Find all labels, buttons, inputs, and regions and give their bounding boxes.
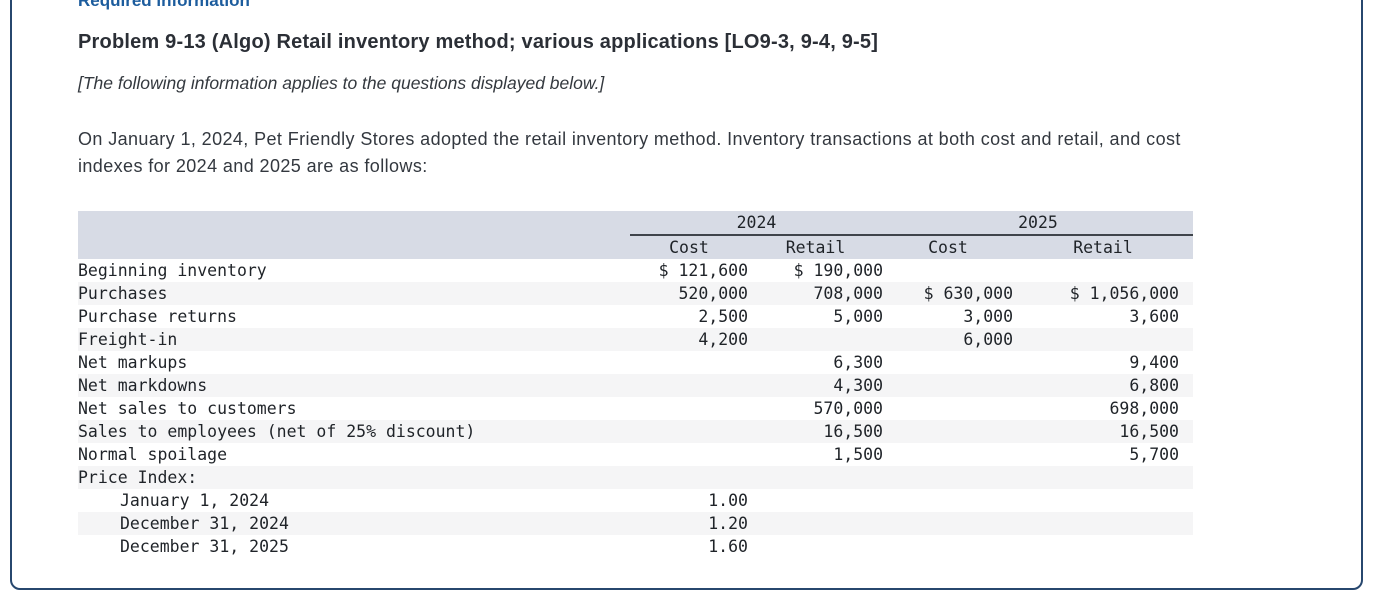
row-value	[883, 535, 1013, 558]
row-value: 6,000	[883, 328, 1013, 351]
row-label: Price Index:	[78, 466, 630, 489]
row-value: 5,700	[1129, 445, 1179, 464]
row-label: December 31, 2024	[78, 512, 630, 535]
row-value: 4,300	[748, 374, 883, 397]
table-row: Net markups 6,300 9,400	[78, 351, 1193, 374]
row-label: Net markups	[78, 353, 188, 372]
table-row: Purchase returns 2,500 5,000 3,000 3,600	[78, 305, 1193, 328]
row-value	[883, 351, 1013, 374]
row-value	[1013, 489, 1193, 512]
row-value	[883, 443, 1013, 466]
table-row: Net markdowns 4,300 6,800	[78, 374, 1193, 397]
row-value	[883, 420, 1013, 443]
table-row: Beginning inventory $ 121,600 $ 190,000	[78, 259, 1193, 282]
row-label: Normal spoilage	[78, 445, 228, 464]
row-value	[630, 374, 748, 397]
col-header-retail-2025: Retail	[1013, 235, 1193, 259]
row-value: 698,000	[1109, 399, 1179, 418]
card-content: Required information Problem 9-13 (Algo)…	[12, 0, 1361, 558]
row-value: $ 121,600	[658, 261, 748, 280]
row-label: January 1, 2024	[120, 491, 270, 510]
row-value	[1013, 466, 1193, 489]
row-value: 9,400	[1129, 353, 1179, 372]
row-value: 708,000	[748, 282, 883, 305]
row-value: 5,000	[833, 307, 883, 326]
row-value: 16,500	[1013, 420, 1193, 443]
row-value: 3,600	[1129, 307, 1179, 326]
row-value: 1,500	[833, 445, 883, 464]
row-value: 6,300	[833, 353, 883, 372]
table-row: Freight-in 4,200 6,000	[78, 328, 1193, 351]
applies-note: [The following information applies to th…	[78, 73, 605, 93]
col-header-retail-2024: Retail	[748, 235, 883, 259]
row-value: $ 190,000	[793, 261, 883, 280]
row-value: 3,000	[963, 307, 1013, 326]
table-row: Sales to employees (net of 25% discount)…	[78, 420, 1193, 443]
row-value	[883, 489, 1013, 512]
inventory-table: 2024 2025 Cost Retail Cost Retail Beginn…	[78, 211, 1193, 558]
row-value: 1.00	[708, 491, 748, 510]
required-information-label: Required information	[78, 0, 250, 10]
row-value	[748, 466, 883, 489]
year-header-2024: 2024	[630, 211, 883, 236]
sub-header-row: Cost Retail Cost Retail	[78, 235, 1193, 259]
row-value: 570,000	[813, 399, 883, 418]
table-row: December 31, 2025 1.60	[78, 535, 1193, 558]
row-label: December 31, 2025	[120, 537, 289, 556]
row-label: Purchases	[78, 282, 630, 305]
row-value	[883, 397, 1013, 420]
table-row: Price Index:	[78, 466, 1193, 489]
row-value: 4,200	[630, 328, 748, 351]
row-value	[630, 443, 748, 466]
row-value	[630, 397, 748, 420]
year-header-2025: 2025	[883, 211, 1193, 236]
row-value	[630, 466, 748, 489]
problem-info-card: Required information Problem 9-13 (Algo)…	[10, 0, 1363, 590]
table-corner-spacer	[78, 211, 630, 235]
table-row: Purchases 520,000 708,000 $ 630,000 $ 1,…	[78, 282, 1193, 305]
intro-paragraph: On January 1, 2024, Pet Friendly Stores …	[78, 129, 1181, 176]
row-value: $ 630,000	[883, 282, 1013, 305]
row-label: Net markdowns	[78, 374, 630, 397]
row-value: $ 1,056,000	[1013, 282, 1193, 305]
row-value: 1.60	[708, 537, 748, 556]
inventory-table-body: Beginning inventory $ 121,600 $ 190,000 …	[78, 259, 1193, 558]
row-label: Beginning inventory	[78, 261, 267, 280]
row-value: 6,800	[1013, 374, 1193, 397]
row-value	[883, 512, 1013, 535]
row-value	[748, 328, 883, 351]
row-value	[883, 466, 1013, 489]
row-value	[883, 374, 1013, 397]
row-value	[1013, 512, 1193, 535]
row-value	[1013, 535, 1193, 558]
row-value	[630, 351, 748, 374]
row-value: 1.20	[630, 512, 748, 535]
row-value	[883, 259, 1013, 282]
table-corner-spacer	[78, 235, 630, 259]
row-value: 2,500	[698, 307, 748, 326]
row-label: Freight-in	[78, 328, 630, 351]
col-header-cost-2025: Cost	[883, 235, 1013, 259]
row-label: Purchase returns	[78, 307, 237, 326]
table-row: December 31, 2024 1.20	[78, 512, 1193, 535]
row-value	[748, 489, 883, 512]
row-label: Net sales to customers	[78, 399, 297, 418]
table-row: Normal spoilage 1,500 5,700	[78, 443, 1193, 466]
inventory-table-head: 2024 2025 Cost Retail Cost Retail	[78, 211, 1193, 259]
table-row: Net sales to customers 570,000 698,000	[78, 397, 1193, 420]
problem-title: Problem 9-13 (Algo) Retail inventory met…	[78, 31, 879, 53]
col-header-cost-2024: Cost	[630, 235, 748, 259]
year-header-row: 2024 2025	[78, 211, 1193, 236]
table-row: January 1, 2024 1.00	[78, 489, 1193, 512]
row-label: Sales to employees (net of 25% discount)	[78, 420, 630, 443]
row-value	[748, 512, 883, 535]
row-value: 16,500	[748, 420, 883, 443]
row-value	[630, 420, 748, 443]
row-value	[748, 535, 883, 558]
row-value: 520,000	[630, 282, 748, 305]
row-value	[1013, 259, 1193, 282]
row-value	[1013, 328, 1193, 351]
